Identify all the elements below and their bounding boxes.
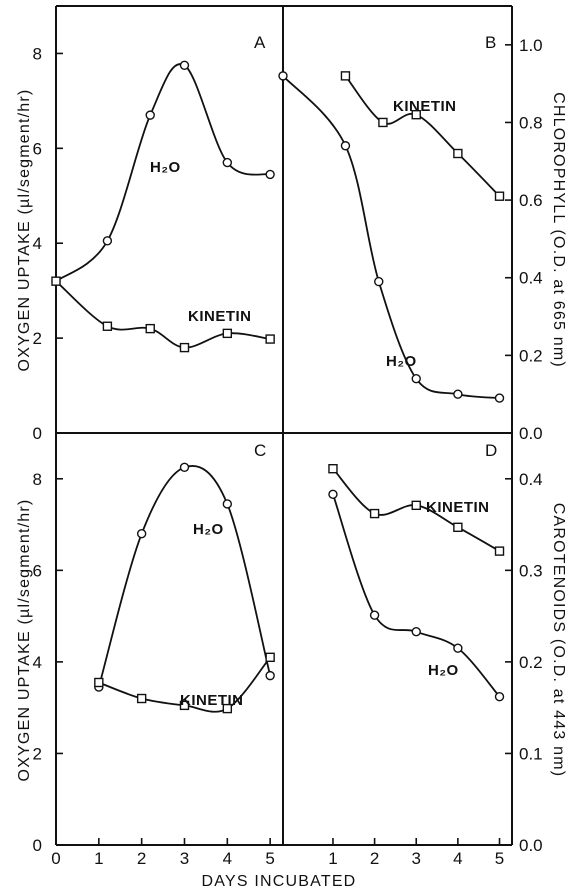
point-a-kinetin (222, 328, 233, 339)
y-tick-label-a: 4 (33, 234, 42, 253)
point-c-water (179, 462, 190, 473)
point-c-kinetin (179, 700, 190, 711)
y-tick-label-c: 4 (33, 653, 42, 672)
point-b-kinetin (453, 148, 463, 159)
x-tick-label-d: 3 (412, 849, 421, 868)
point-a-kinetin (265, 334, 275, 344)
point-c-water (136, 529, 147, 539)
point-c-water (222, 499, 233, 509)
x-tick-label-d: 4 (453, 849, 462, 868)
point-b-kinetin (340, 71, 351, 81)
point-a-kinetin (51, 276, 61, 286)
y-tick-label-d: 0.3 (519, 561, 543, 580)
point-d-kinetin (411, 500, 421, 511)
point-b-water (340, 141, 351, 151)
y-tick-label-b: 0.2 (519, 346, 543, 365)
panel-frame (55, 5, 513, 846)
series-label-b-kinetin: KINETIN (393, 98, 457, 115)
panel-letter-d: D (485, 441, 497, 460)
panel-letter-a: A (254, 33, 266, 52)
point-c-kinetin (136, 693, 147, 704)
y-tick-label-a: 0 (33, 424, 42, 443)
curve-b-water (282, 75, 500, 399)
x-tick-label-c: 5 (265, 849, 274, 868)
point-b-water (374, 276, 384, 287)
x-tick-label-d: 2 (370, 849, 379, 868)
series-label-d-kinetin: KINETIN (426, 499, 490, 516)
point-b-kinetin (494, 191, 505, 201)
y-tick-label-a: 6 (33, 139, 42, 158)
point-b-kinetin (411, 109, 421, 120)
y-tick-label-b: 0.0 (519, 424, 543, 443)
point-d-water (411, 626, 421, 637)
y-tick-label-c: 0 (33, 836, 42, 855)
point-c-kinetin (222, 703, 233, 714)
y-tick-label-c: 6 (33, 561, 42, 580)
curve-b-kinetin (344, 75, 501, 197)
series-label-a-kinetin: KINETIN (188, 308, 252, 325)
y-tick-label-a: 2 (33, 329, 42, 348)
point-a-water (179, 60, 190, 71)
point-a-water (265, 169, 275, 180)
y-tick-label-b: 0.8 (519, 113, 543, 132)
point-c-kinetin (94, 677, 104, 688)
curve-c-water (97, 465, 272, 688)
point-d-kinetin (369, 508, 380, 519)
point-a-water (145, 110, 155, 120)
y-tick-label-d: 0.1 (519, 744, 543, 763)
point-b-kinetin (378, 117, 388, 128)
x-tick-label-d: 1 (328, 849, 337, 868)
series-label-b-water: H₂O (386, 353, 417, 370)
y-tick-label-c: 8 (33, 470, 42, 489)
point-a-kinetin (102, 321, 113, 331)
marks-layer (51, 60, 505, 714)
series-label-d-water: H₂O (428, 662, 459, 679)
x-tick-label-d: 5 (495, 849, 504, 868)
y-tick-label-a: 8 (33, 44, 42, 63)
y-tick-label-d: 0.2 (519, 653, 543, 672)
x-tick-label-c: 4 (223, 849, 232, 868)
point-c-kinetin (265, 652, 275, 663)
x-tick-label-c: 2 (137, 849, 146, 868)
point-d-water (328, 489, 338, 500)
ticks-layer: 0 2 4 6 8 0.0 0.2 0.4 0.6 0.8 1.0 0 2 4 6 8 0 1 2 3 4 5 0.0 0.1… (33, 36, 543, 868)
x-tick-label-c: 0 (51, 849, 60, 868)
point-b-water (411, 373, 421, 384)
point-b-water (278, 71, 288, 81)
x-tick-label-c: 1 (94, 849, 103, 868)
panel-letter-b: B (485, 33, 496, 52)
y-axis-title-c: OXYGEN UPTAKE (µl/segment/hr) (16, 499, 33, 782)
series-label-c-kinetin: KINETIN (180, 692, 244, 709)
point-a-kinetin (179, 342, 190, 353)
point-a-water (102, 236, 113, 246)
point-d-water (369, 610, 380, 620)
y-axis-title-d: CAROTENOIDS (O.D. at 443 nm) (550, 503, 567, 778)
x-tick-label-c: 3 (180, 849, 189, 868)
y-tick-label-b: 0.4 (519, 269, 543, 288)
curve-d-water (332, 494, 501, 698)
x-axis-title: DAYS INCUBATED (202, 873, 357, 890)
y-tick-label-b: 0.6 (519, 191, 543, 210)
point-d-kinetin (328, 464, 338, 474)
point-d-kinetin (494, 546, 505, 556)
y-axis-title-a: OXYGEN UPTAKE (µl/segment/hr) (16, 89, 33, 372)
y-tick-label-b: 1.0 (519, 36, 543, 55)
point-a-kinetin (145, 323, 155, 334)
series-label-a-water: H₂O (150, 159, 181, 176)
point-b-water (453, 389, 463, 399)
point-d-water (453, 643, 463, 653)
point-d-kinetin (453, 522, 463, 533)
point-c-water (265, 670, 275, 681)
y-tick-label-d: 0.4 (519, 470, 543, 489)
series-label-c-water: H₂O (193, 521, 224, 538)
point-b-water (494, 393, 505, 403)
y-axis-title-b: CHLOROPHYLL (O.D. at 665 nm) (550, 92, 567, 368)
curves-layer (55, 63, 501, 713)
y-tick-label-d: 0.0 (519, 836, 543, 855)
point-d-water (494, 691, 505, 702)
panel-letter-c: C (254, 441, 266, 460)
y-tick-label-c: 2 (33, 744, 42, 763)
point-a-water (222, 157, 233, 168)
